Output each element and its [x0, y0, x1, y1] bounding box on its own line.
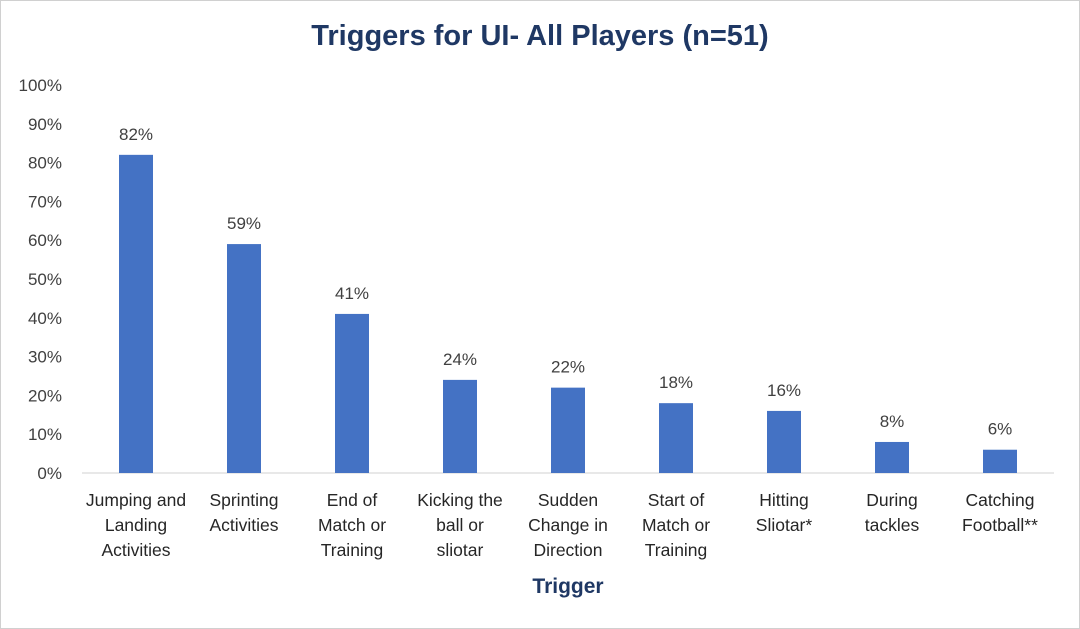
- category-label: End of Match or Training: [318, 490, 386, 560]
- y-tick-label: 0%: [37, 464, 62, 483]
- bar: [983, 449, 1017, 473]
- y-tick-label: 90%: [28, 115, 62, 134]
- bar: [767, 410, 801, 473]
- category-label: Start of Match or Training: [642, 490, 710, 560]
- y-tick-label: 100%: [19, 76, 62, 95]
- data-label: 18%: [659, 373, 693, 392]
- data-label: 16%: [767, 381, 801, 400]
- data-label: 24%: [443, 350, 477, 369]
- bar: [875, 441, 909, 473]
- bar: [119, 154, 153, 473]
- bars: [119, 154, 1017, 473]
- category-label: Sudden Change in Direction: [528, 490, 608, 560]
- category-label: Hitting Sliotar*: [756, 490, 813, 535]
- category-label: Sprinting Activities: [209, 490, 278, 535]
- data-label: 41%: [335, 284, 369, 303]
- y-tick-label: 50%: [28, 270, 62, 289]
- y-tick-label: 70%: [28, 192, 62, 211]
- y-tick-label: 30%: [28, 348, 62, 367]
- y-tick-label: 60%: [28, 231, 62, 250]
- y-tick-label: 20%: [28, 386, 62, 405]
- bar: [659, 403, 693, 473]
- category-labels: Jumping and Landing Activities Sprinting Act…: [86, 490, 1038, 560]
- bar: [551, 387, 585, 473]
- data-labels: 82% 59% 41% 24% 22% 18% 16% 8% 6%: [119, 125, 1012, 439]
- bar: [227, 244, 261, 473]
- y-axis-ticks: 0% 10% 20% 30% 40% 50% 60% 70% 80% 90% 100%: [19, 76, 62, 483]
- category-label: Catching Football**: [962, 490, 1038, 535]
- data-label: 82%: [119, 125, 153, 144]
- bar: [335, 313, 369, 473]
- x-axis-title: Trigger: [532, 575, 603, 598]
- category-label: Jumping and Landing Activities: [86, 490, 186, 560]
- y-tick-label: 10%: [28, 425, 62, 444]
- bar: [443, 379, 477, 473]
- data-label: 6%: [988, 420, 1013, 439]
- y-tick-label: 80%: [28, 154, 62, 173]
- category-label: Kicking the ball or sliotar: [417, 490, 503, 560]
- chart-title: Triggers for UI- All Players (n=51): [311, 20, 769, 52]
- data-label: 8%: [880, 412, 905, 431]
- category-label: During tackles: [865, 490, 920, 535]
- y-tick-label: 40%: [28, 309, 62, 328]
- data-label: 22%: [551, 358, 585, 377]
- data-label: 59%: [227, 214, 261, 233]
